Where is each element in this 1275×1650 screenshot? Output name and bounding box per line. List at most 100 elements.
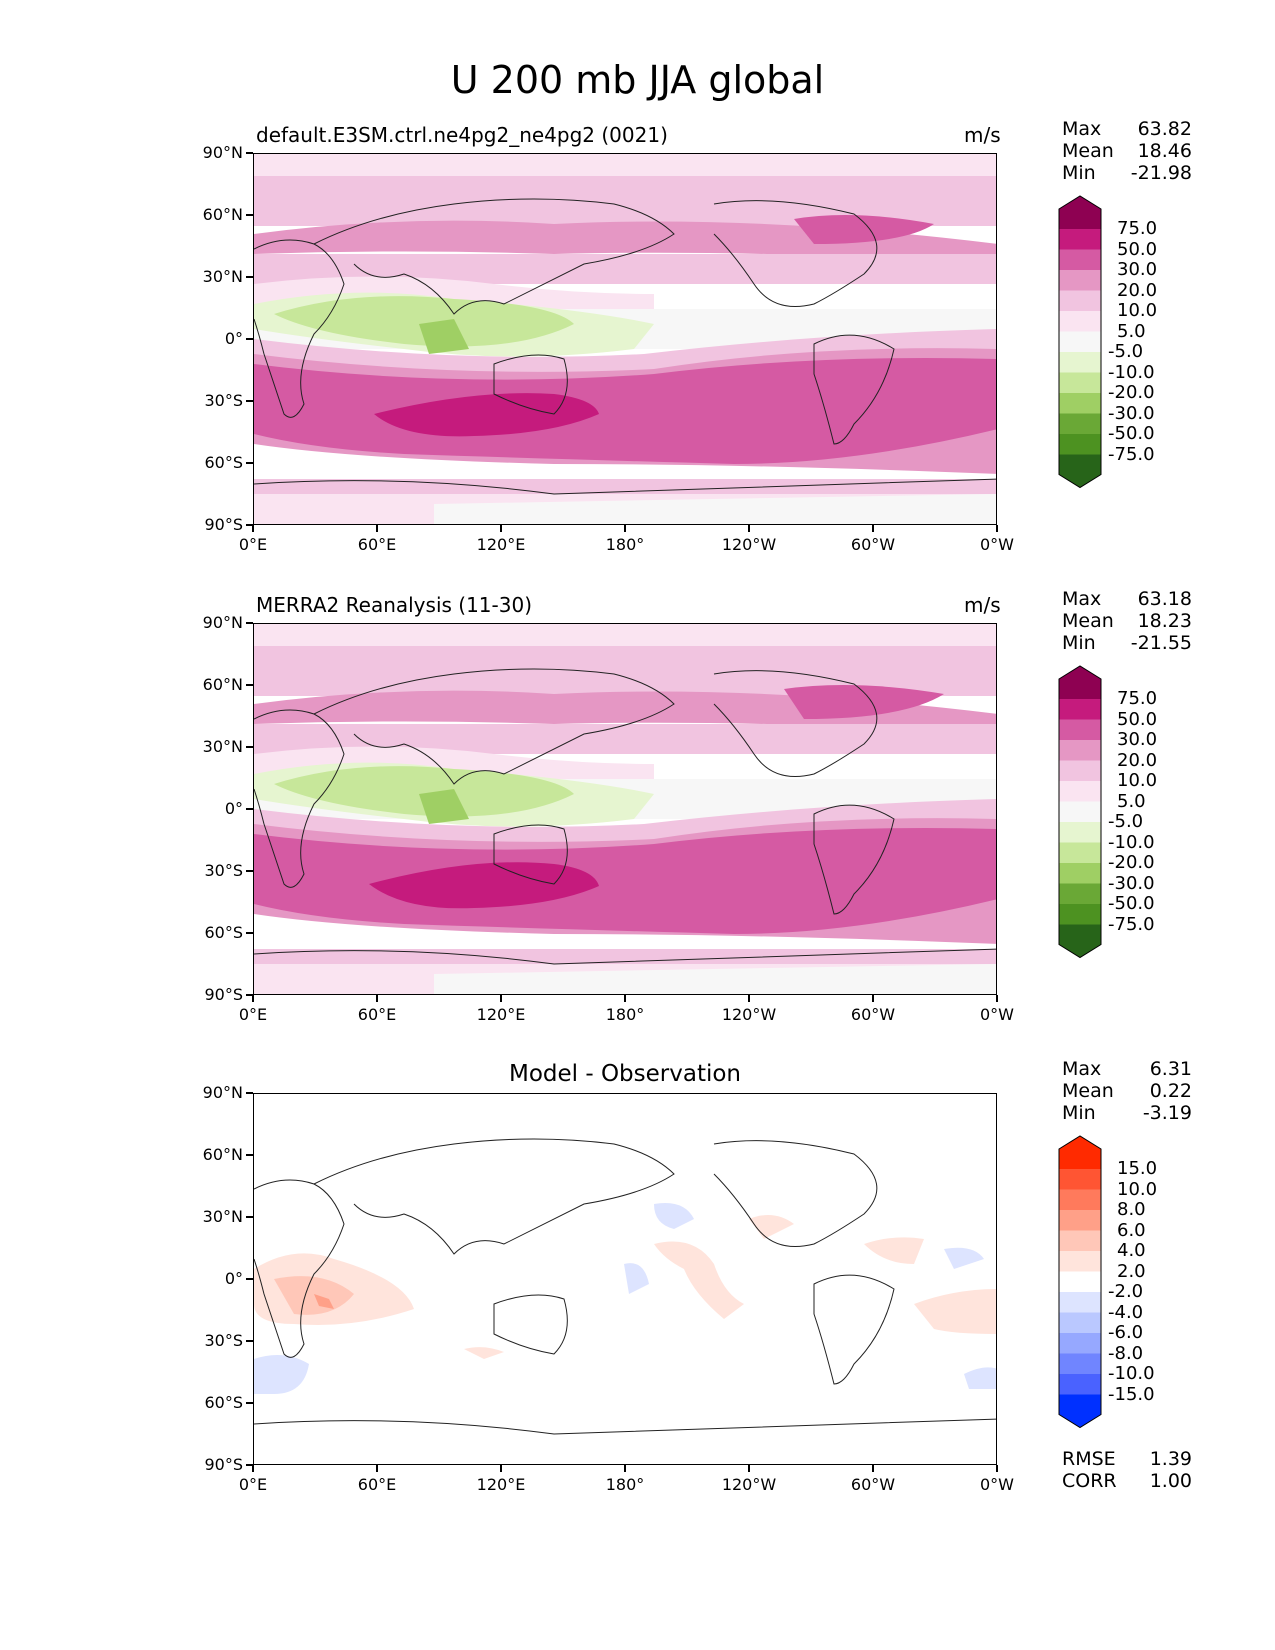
colorbar-tick-label: -75.0 — [1108, 443, 1155, 465]
error-metrics: RMSE 1.39 CORR 1.00 — [1062, 1448, 1192, 1492]
lat-tick-label: 0° — [224, 1269, 243, 1288]
colorbar-segment — [1059, 393, 1101, 414]
colorbar-tick-label: 75.0 — [1117, 688, 1158, 709]
lat-tick-label: 60°S — [204, 923, 243, 942]
colorbar-segment — [1059, 719, 1101, 741]
stat-label: Max — [1062, 1058, 1102, 1080]
stats-block: Max 6.31 Mean 0.22 Min -3.19 — [1062, 1058, 1192, 1124]
lon-tick-mark — [500, 525, 502, 532]
colorbar-tick-label: 6.0 — [1117, 1219, 1146, 1241]
lon-tick-label: 60°W — [850, 535, 896, 554]
stat-row-max: Max 63.82 — [1062, 118, 1192, 140]
colorbar-tick-label: -10.0 — [1108, 831, 1155, 853]
stat-value: 18.46 — [1137, 140, 1192, 162]
lon-tick-label: 60°E — [357, 1005, 397, 1024]
lon-tick-label: 180° — [605, 1475, 645, 1494]
lat-tick-label: 30°N — [202, 1207, 243, 1226]
lat-tick-mark — [246, 1154, 253, 1156]
lon-tick-label: 180° — [605, 535, 645, 554]
lon-tick-mark — [252, 995, 254, 1002]
colorbar-tick-label: -50.0 — [1108, 893, 1155, 914]
colorbar-tick-label: -20.0 — [1108, 382, 1155, 403]
lon-tick-mark — [252, 525, 254, 532]
colorbar-segment — [1059, 290, 1101, 312]
lon-tick-mark — [872, 1465, 874, 1472]
lat-tick-label: 60°S — [204, 1393, 243, 1412]
metric-label: CORR — [1062, 1470, 1117, 1492]
lon-tick-label: 120°W — [721, 1475, 777, 1494]
lon-tick-label: 60°W — [850, 1005, 896, 1024]
colorbar-segment — [1059, 883, 1101, 905]
lat-tick-label: 90°N — [202, 143, 243, 162]
colorbar-segment — [1059, 1251, 1101, 1272]
colorbar-tick-label: -6.0 — [1108, 1322, 1144, 1343]
colorbar-tick-label: 5.0 — [1117, 790, 1146, 812]
stat-row-max: Max 63.18 — [1062, 588, 1192, 610]
colorbar-segment — [1059, 760, 1101, 782]
lat-tick-mark — [246, 1340, 253, 1342]
colorbar-segment — [1059, 1210, 1101, 1231]
stat-value: -21.98 — [1130, 162, 1192, 184]
colorbar-tick-label: 75.0 — [1117, 218, 1158, 239]
colorbar-tick-label: -8.0 — [1108, 1342, 1144, 1364]
stat-label: Mean — [1062, 610, 1114, 632]
colorbar-tick-label: 30.0 — [1117, 259, 1158, 280]
panel-units: m/s — [964, 123, 1001, 147]
lon-tick-label: 120°E — [476, 1475, 526, 1494]
lat-tick-label: 30°N — [202, 737, 243, 756]
lat-tick-label: 60°S — [204, 453, 243, 472]
colorbar-segment — [1059, 1169, 1101, 1190]
lon-tick-label: 120°E — [476, 535, 526, 554]
lat-tick-label: 90°N — [202, 613, 243, 632]
lon-tick-mark — [376, 525, 378, 532]
lon-tick-label: 60°E — [357, 535, 397, 554]
lat-tick-label: 60°N — [202, 1145, 243, 1164]
colorbar-segment — [1059, 372, 1101, 394]
stat-value: 63.82 — [1137, 118, 1192, 140]
colorbar-segment — [1059, 1353, 1101, 1375]
stat-label: Min — [1062, 162, 1096, 184]
stat-label: Max — [1062, 588, 1102, 610]
lon-tick-label: 0°E — [238, 1475, 268, 1494]
stat-label: Min — [1062, 1102, 1096, 1124]
lon-tick-label: 0°W — [980, 1005, 1014, 1024]
colorbar-tick-label: 30.0 — [1117, 729, 1158, 750]
lat-tick-label: 30°S — [204, 391, 243, 410]
lat-tick-label: 90°S — [204, 985, 243, 1004]
colorbar-segment — [1059, 904, 1101, 925]
colorbar-top-extension — [1059, 196, 1101, 229]
lat-tick-mark — [246, 214, 253, 216]
colorbar-segment — [1059, 842, 1101, 864]
lat-tick-mark — [246, 932, 253, 934]
lon-tick-label: 120°E — [476, 1005, 526, 1024]
lon-tick-mark — [252, 1465, 254, 1472]
colorbar-segment — [1059, 1374, 1101, 1395]
lon-tick-mark — [748, 995, 750, 1002]
colorbar-segment — [1059, 863, 1101, 884]
stat-value: -21.55 — [1130, 632, 1192, 654]
colorbar-tick-label: 5.0 — [1117, 320, 1146, 342]
colorbar — [1058, 195, 1102, 489]
lat-tick-mark — [246, 1278, 253, 1280]
colorbar-segment — [1059, 413, 1101, 435]
colorbar-tick-label: -2.0 — [1108, 1281, 1144, 1302]
colorbar-tick-label: -30.0 — [1108, 402, 1155, 424]
lon-tick-mark — [624, 525, 626, 532]
panel-observation: MERRA2 Reanalysis (11-30) m/s — [0, 470, 1275, 1024]
panel-title: MERRA2 Reanalysis (11-30) — [256, 593, 532, 617]
map-svg — [254, 624, 996, 994]
lat-tick-label: 90°S — [204, 1455, 243, 1474]
colorbar-segment — [1059, 229, 1101, 250]
lon-tick-mark — [624, 1465, 626, 1472]
colorbar-tick-label: -4.0 — [1108, 1301, 1144, 1323]
stats-block: Max 63.82 Mean 18.46 Min -21.98 — [1062, 118, 1192, 184]
colorbar-tick-label: 10.0 — [1117, 1178, 1158, 1200]
colorbar-segment — [1059, 1230, 1101, 1252]
colorbar-segment — [1059, 249, 1101, 271]
colorbar-segment — [1059, 311, 1101, 332]
colorbar-segment — [1059, 822, 1101, 843]
metric-row-corr: CORR 1.00 — [1062, 1470, 1192, 1492]
colorbar-tick-label: -10.0 — [1108, 1363, 1155, 1384]
colorbar-tick-label: 20.0 — [1117, 749, 1158, 771]
metric-value: 1.00 — [1149, 1470, 1192, 1492]
